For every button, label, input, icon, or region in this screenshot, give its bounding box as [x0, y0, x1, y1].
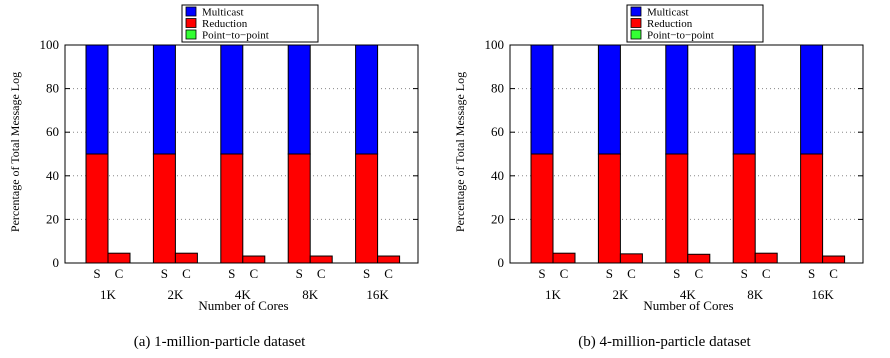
bar-reduction-c — [822, 255, 846, 264]
group-label: 2K — [167, 287, 184, 302]
legend-entry: Point−to−point — [202, 30, 269, 42]
legend-swatch — [630, 6, 642, 17]
bar-multicast-s — [220, 44, 244, 155]
group-label: 1K — [545, 287, 562, 302]
bar-reduction-c — [309, 255, 333, 264]
bar-reduction-c — [107, 252, 131, 264]
bar-reduction-s — [665, 153, 689, 264]
legend-entry: Multicast — [647, 7, 689, 19]
stacked-bar-chart-4m: 0 20 40 60 80 100 Percentage of Total Message … — [453, 4, 864, 350]
group-label: 8K — [747, 287, 764, 302]
group-label: 4K — [680, 287, 697, 302]
legend-box — [181, 4, 319, 43]
bar-label-s: S — [296, 266, 303, 281]
bar-label-c: C — [182, 266, 191, 281]
legend-box — [626, 4, 764, 43]
bar-reduction-c — [552, 252, 576, 264]
legend-swatch — [185, 29, 197, 40]
bar-label-s: S — [808, 266, 815, 281]
group-label: 16K — [811, 287, 834, 302]
y-tick-label: 60 — [46, 124, 59, 139]
legend-entry: Multicast — [202, 7, 244, 19]
y-tick-label: 40 — [46, 168, 59, 183]
y-tick-label: 60 — [491, 124, 504, 139]
x-axis-label: Number of Cores — [643, 298, 733, 313]
legend-entry: Reduction — [647, 18, 693, 30]
group-label: 4K — [235, 287, 252, 302]
bar-reduction-s — [85, 153, 109, 264]
bar-label-s: S — [673, 266, 680, 281]
y-axis-label: Percentage of Total Message Log — [453, 72, 467, 232]
bar-label-s: S — [228, 266, 235, 281]
bar-label-c: C — [627, 266, 636, 281]
group-label: 16K — [366, 287, 389, 302]
bar-reduction-s — [220, 153, 244, 264]
bar-multicast-s — [732, 44, 756, 155]
legend-swatch — [185, 6, 197, 17]
x-axis-label: Number of Cores — [198, 298, 288, 313]
y-tick-label: 80 — [491, 81, 504, 96]
bar-multicast-s — [597, 44, 621, 155]
bar-label-s: S — [538, 266, 545, 281]
y-tick-label: 100 — [485, 37, 505, 52]
figure-caption: (a) 1-million-particle dataset — [134, 334, 306, 350]
bar-label-c: C — [384, 266, 393, 281]
bar-label-s: S — [741, 266, 748, 281]
legend-entry: Point−to−point — [647, 30, 714, 42]
bar-label-c: C — [115, 266, 124, 281]
bar-label-c: C — [317, 266, 326, 281]
y-tick-label: 0 — [53, 255, 60, 270]
bar-reduction-s — [597, 153, 621, 264]
bar-label-c: C — [694, 266, 703, 281]
bar-label-s: S — [363, 266, 370, 281]
bar-multicast-s — [665, 44, 689, 155]
bar-multicast-s — [355, 44, 379, 155]
y-tick-label: 20 — [491, 211, 504, 226]
figure-caption: (b) 4-million-particle dataset — [578, 334, 751, 350]
y-tick-label: 20 — [46, 211, 59, 226]
y-tick-label: 0 — [498, 255, 505, 270]
bar-reduction-s — [287, 153, 311, 264]
chart-panel-4m: 0 20 40 60 80 100 Percentage of Total Message … — [445, 0, 890, 358]
legend-swatch — [185, 18, 197, 28]
legend-swatch — [630, 29, 642, 40]
bar-reduction-c — [242, 255, 266, 264]
bar-label-c: C — [829, 266, 838, 281]
bar-reduction-s — [152, 153, 176, 264]
y-axis-label: Percentage of Total Message Log — [8, 72, 22, 232]
bar-reduction-c — [377, 255, 401, 264]
bar-reduction-c — [174, 252, 198, 264]
bar-label-s: S — [93, 266, 100, 281]
bar-multicast-s — [287, 44, 311, 155]
bar-reduction-s — [355, 153, 379, 264]
bar-reduction-c — [754, 252, 778, 264]
bar-reduction-s — [732, 153, 756, 264]
bar-label-c: C — [249, 266, 258, 281]
y-tick-label: 80 — [46, 81, 59, 96]
legend-entry: Reduction — [202, 18, 248, 30]
y-tick-label: 100 — [40, 37, 60, 52]
chart-panel-1m: 0 20 40 60 80 100 Percentage of Total Message … — [8, 4, 419, 350]
bar-label-s: S — [606, 266, 613, 281]
legend-swatch — [630, 18, 642, 28]
bar-reduction-s — [800, 153, 824, 264]
bar-multicast-s — [530, 44, 554, 155]
group-label: 1K — [100, 287, 117, 302]
bar-reduction-c — [687, 253, 711, 264]
stacked-bar-chart-1m: 0 20 40 60 80 100 Percentage of Total Message … — [8, 4, 419, 350]
bar-reduction-s — [530, 153, 554, 264]
y-tick-label: 40 — [491, 168, 504, 183]
bar-label-s: S — [161, 266, 168, 281]
bar-label-c: C — [762, 266, 771, 281]
bar-multicast-s — [85, 44, 109, 155]
bar-multicast-s — [152, 44, 176, 155]
group-label: 8K — [302, 287, 319, 302]
bar-label-c: C — [560, 266, 569, 281]
bar-multicast-s — [800, 44, 824, 155]
group-label: 2K — [612, 287, 629, 302]
bar-reduction-c — [619, 253, 643, 264]
